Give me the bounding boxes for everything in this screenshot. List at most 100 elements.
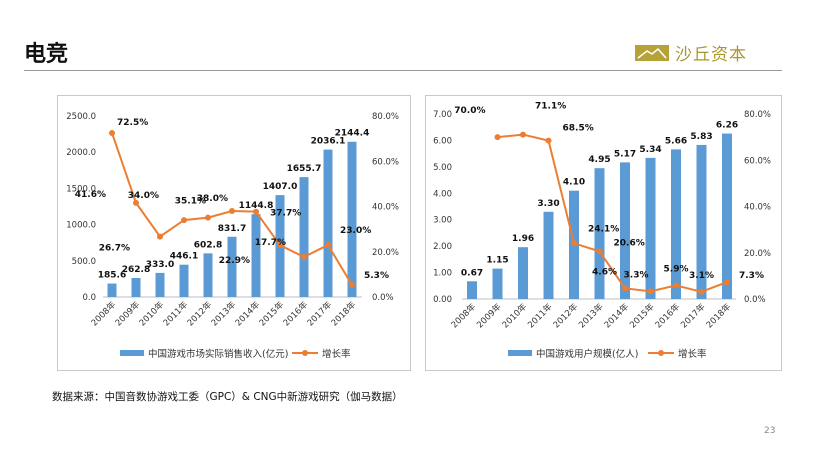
- line-data-label: 72.5%: [117, 118, 148, 128]
- legend-bar-swatch: [120, 350, 144, 356]
- x-tick-label: 2012年: [185, 299, 214, 328]
- x-tick-label: 2009年: [475, 301, 504, 330]
- growth-point: [673, 282, 679, 289]
- y-left-tick-label: 2.00: [433, 242, 452, 252]
- line-data-label: 7.3%: [739, 271, 764, 281]
- y-right-tick-label: 20.0%: [372, 248, 399, 258]
- x-tick-label: 2015年: [257, 299, 286, 328]
- bar-data-label: 831.7: [218, 224, 246, 234]
- legend-line-label: 增长率: [322, 348, 351, 360]
- logo-mountain-icon: [635, 44, 669, 61]
- y-left-tick-label: 0.0: [82, 293, 96, 303]
- bar-data-label: 3.30: [537, 199, 559, 209]
- line-data-label: 3.1%: [689, 271, 714, 281]
- y-left-tick-label: 1.00: [433, 269, 452, 279]
- x-tick-label: 2011年: [526, 301, 555, 330]
- y-left-tick-label: 4.00: [433, 189, 452, 199]
- x-tick-label: 2008年: [449, 301, 478, 330]
- x-tick-label: 2013年: [577, 301, 606, 330]
- x-tick-label: 2013年: [209, 299, 238, 328]
- growth-point: [301, 253, 307, 260]
- bar: [543, 211, 554, 299]
- bar: [620, 162, 630, 299]
- y-right-tick-label: 80.0%: [744, 110, 771, 120]
- logo-text: 沙丘资本: [675, 45, 747, 65]
- growth-point: [520, 131, 526, 138]
- x-tick-label: 2012年: [551, 301, 580, 330]
- bar-data-label: 446.1: [170, 252, 198, 262]
- y-left-tick-label: 0.00: [433, 295, 452, 305]
- bar: [594, 168, 605, 299]
- bar: [492, 268, 503, 299]
- x-tick-label: 2015年: [628, 301, 657, 330]
- y-left-tick-label: 7.00: [433, 110, 452, 120]
- y-right-tick-label: 40.0%: [744, 203, 771, 213]
- line-data-label: 22.9%: [219, 256, 250, 266]
- bar: [645, 157, 656, 299]
- x-tick-label: 2016年: [653, 301, 682, 330]
- y-right-tick-label: 60.0%: [744, 156, 771, 166]
- bar-data-label: 1.96: [512, 234, 534, 244]
- growth-point: [494, 134, 501, 141]
- x-tick-label: 2017年: [305, 299, 334, 328]
- bar: [179, 264, 189, 297]
- legend-bar-label: 中国游戏市场实际销售收入(亿元): [148, 348, 288, 360]
- growth-point: [181, 217, 187, 224]
- bar-data-label: 4.10: [563, 178, 585, 188]
- x-tick-label: 2010年: [137, 299, 166, 328]
- legend-line-marker: [658, 350, 664, 356]
- line-data-label: 26.7%: [99, 244, 130, 254]
- x-tick-label: 2010年: [500, 301, 529, 330]
- growth-point: [133, 199, 139, 206]
- bar-data-label: 602.8: [194, 240, 222, 250]
- growth-point: [253, 208, 259, 215]
- line-data-label: 70.0%: [454, 106, 485, 116]
- growth-point: [325, 241, 331, 248]
- bar: [227, 236, 237, 297]
- x-tick-label: 2011年: [161, 299, 190, 328]
- bar-data-label: 2036.1: [311, 137, 346, 147]
- line-data-label: 17.7%: [255, 238, 286, 248]
- bar: [131, 277, 141, 297]
- y-right-tick-label: 80.0%: [372, 112, 399, 122]
- y-left-tick-label: 5.00: [433, 163, 452, 173]
- line-data-label: 24.1%: [588, 224, 619, 234]
- growth-point: [698, 288, 705, 295]
- line-data-label: 3.3%: [624, 270, 649, 280]
- bar-data-label: 5.66: [665, 136, 687, 146]
- bar-data-label: 262.8: [122, 265, 150, 275]
- line-data-label: 37.7%: [270, 209, 301, 219]
- growth-line: [497, 133, 728, 293]
- bar: [323, 149, 333, 297]
- x-tick-label: 2016年: [281, 299, 310, 328]
- bar: [722, 133, 732, 299]
- bar: [203, 253, 213, 297]
- y-right-tick-label: 20.0%: [744, 249, 771, 259]
- growth-point: [622, 285, 628, 292]
- bar-data-label: 4.95: [588, 155, 610, 165]
- x-tick-label: 2014年: [602, 301, 631, 330]
- legend-bar-label: 中国游戏用户规模(亿人): [536, 348, 638, 360]
- bar-data-label: 5.17: [614, 149, 636, 159]
- y-left-tick-label: 6.00: [433, 136, 452, 146]
- x-tick-label: 2018年: [329, 299, 358, 328]
- bar-data-label: 1407.0: [263, 182, 298, 192]
- bar-data-label: 6.26: [716, 121, 738, 131]
- growth-point: [205, 214, 211, 221]
- line-data-label: 38.0%: [197, 194, 228, 204]
- growth-point: [277, 242, 283, 249]
- legend-bar-swatch: [508, 350, 532, 356]
- page-title: 电竞: [24, 42, 69, 67]
- bar-data-label: 333.0: [146, 260, 174, 270]
- bar-data-label: 1.15: [486, 256, 508, 266]
- bar: [155, 272, 165, 297]
- bar-data-label: 0.67: [461, 268, 483, 278]
- bar: [251, 214, 261, 297]
- growth-point: [157, 233, 163, 240]
- y-left-tick-label: 1500.0: [66, 184, 96, 194]
- y-left-tick-label: 2000.0: [66, 148, 96, 158]
- y-right-tick-label: 40.0%: [372, 203, 399, 213]
- bar-data-label: 2144.4: [335, 129, 370, 139]
